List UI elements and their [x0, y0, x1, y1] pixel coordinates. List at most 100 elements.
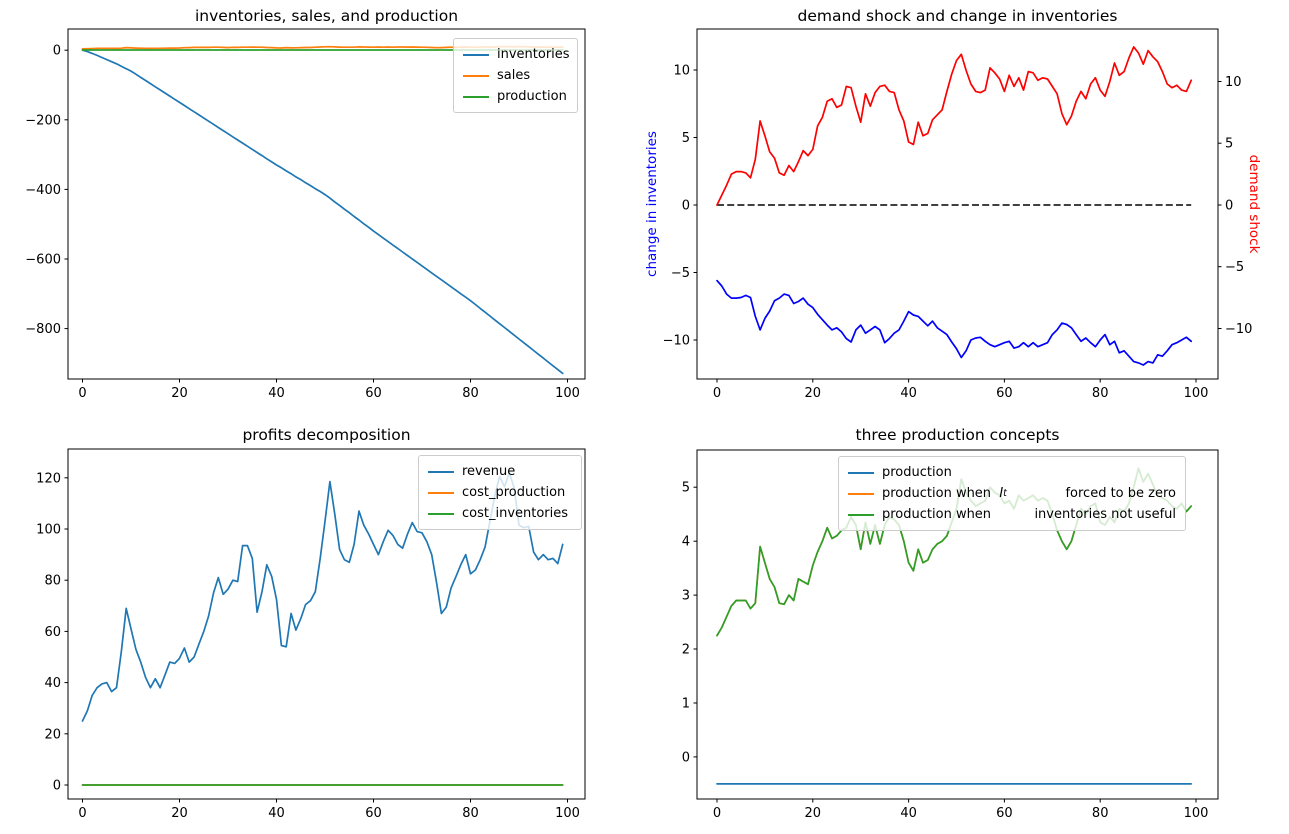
y-tick-label: 40 [44, 676, 61, 691]
legend-item: revenue [428, 461, 572, 482]
x-tick-label: 0 [713, 386, 721, 401]
axes-box [67, 28, 586, 380]
right-y-tick-label: 10 [1225, 75, 1242, 90]
cost-production-line-swatch [428, 491, 454, 494]
y-tick-label: 4 [682, 535, 690, 550]
axes-box [67, 448, 586, 800]
y-tick-label: 60 [44, 625, 61, 640]
legend-label: inventories [497, 47, 570, 62]
legend-label: cost_production [462, 485, 566, 500]
y-tick-label: 5 [682, 131, 690, 146]
y-tick-label: 0 [53, 44, 61, 59]
legend-item: production [463, 86, 568, 107]
x-tick-label: 20 [805, 386, 822, 401]
x-tick-label: 80 [462, 386, 479, 401]
math-subscript-t: t [1003, 488, 1007, 499]
series-line-demand-shock [716, 46, 1193, 206]
right-y-tick-label: −5 [1225, 260, 1244, 275]
production-zero-inventory-line-swatch [848, 492, 874, 495]
y-tick-label: 2 [682, 643, 690, 658]
axes-box [696, 449, 1219, 800]
x-tick-label: 20 [805, 806, 822, 821]
y-tick-label: 80 [44, 574, 61, 589]
cost-inventories-line-swatch [428, 512, 454, 515]
x-tick-label: 80 [1092, 806, 1109, 821]
axes-box [696, 28, 1219, 380]
legend-item: inventories [463, 44, 570, 65]
x-tick-label: 0 [78, 806, 86, 821]
y-tick-label: −200 [25, 113, 61, 128]
legend-label: revenue [462, 464, 516, 479]
x-tick-label: 40 [900, 806, 917, 821]
chart-title-demand-shock: demand shock and change in inventories [797, 7, 1118, 25]
series-line-revenue [81, 471, 564, 722]
x-tick-label: 20 [171, 386, 188, 401]
revenue-line-swatch [428, 470, 454, 473]
legend-label: production [882, 465, 952, 480]
series-line-inventories [81, 49, 564, 375]
legend-label: cost_inventories [462, 506, 569, 521]
math-symbol-I: I [999, 486, 1004, 501]
production-line-swatch [848, 471, 874, 474]
y-tick-label: −5 [671, 266, 690, 281]
x-tick-label: 60 [365, 386, 382, 401]
x-tick-label: 100 [555, 386, 580, 401]
y-tick-label: 0 [53, 778, 61, 793]
chart-title-three-production-concepts: three production concepts [855, 426, 1060, 444]
legend-top-left-chart: inventories sales production [453, 38, 578, 113]
x-tick-label: 80 [1092, 386, 1109, 401]
x-tick-label: 0 [78, 386, 86, 401]
x-tick-label: 40 [268, 386, 285, 401]
x-tick-label: 100 [1184, 386, 1209, 401]
x-tick-label: 100 [555, 806, 580, 821]
chart-title-profits-decomposition: profits decomposition [242, 426, 411, 444]
left-y-axis-label: change in inventories [644, 131, 660, 277]
x-tick-label: 40 [268, 806, 285, 821]
series-line-change-in-inventories [716, 279, 1193, 366]
legend-label: inventories not useful [1034, 507, 1176, 522]
y-tick-label: 1 [682, 696, 690, 711]
legend-label: production when [882, 486, 992, 501]
x-tick-label: 40 [900, 386, 917, 401]
y-tick-label: 100 [36, 522, 61, 537]
y-tick-label: −400 [25, 183, 61, 198]
x-tick-label: 60 [996, 386, 1013, 401]
x-tick-label: 20 [171, 806, 188, 821]
production-no-inventory-value-line-swatch [848, 513, 874, 516]
y-tick-label: 20 [44, 727, 61, 742]
y-tick-label: 5 [682, 481, 690, 496]
right-y-tick-label: 0 [1225, 198, 1233, 213]
sales-line-swatch [463, 74, 489, 77]
y-tick-label: −10 [663, 333, 690, 348]
legend-label: sales [497, 68, 531, 83]
x-tick-label: 60 [365, 806, 382, 821]
legend-item: cost_inventories [428, 503, 572, 524]
x-tick-label: 0 [713, 806, 721, 821]
y-tick-label: 0 [682, 199, 690, 214]
right-y-tick-label: −10 [1225, 322, 1252, 337]
y-tick-label: −600 [25, 252, 61, 267]
y-tick-label: 3 [682, 589, 690, 604]
legend-label: production when [882, 507, 992, 522]
legend-item: production when inventories not useful [848, 504, 1176, 525]
legend-label: forced to be zero [1065, 486, 1176, 501]
legend-item: production [848, 462, 1176, 483]
legend-bottom-left-chart: revenue cost_production cost_inventories [418, 455, 582, 530]
x-tick-label: 80 [462, 806, 479, 821]
x-tick-label: 100 [1184, 806, 1209, 821]
x-tick-label: 60 [996, 806, 1013, 821]
legend-item: cost_production [428, 482, 572, 503]
inventories-line-swatch [463, 53, 489, 56]
chart-title-inventories-sales-production: inventories, sales, and production [194, 7, 459, 25]
y-tick-label: 10 [673, 64, 690, 79]
y-tick-label: 120 [36, 471, 61, 486]
y-tick-label: −800 [25, 322, 61, 337]
y-tick-label: 0 [682, 750, 690, 765]
production-line-swatch [463, 95, 489, 98]
right-y-tick-label: 5 [1225, 137, 1233, 152]
legend-item: sales [463, 65, 568, 86]
legend-label: production [497, 89, 567, 104]
